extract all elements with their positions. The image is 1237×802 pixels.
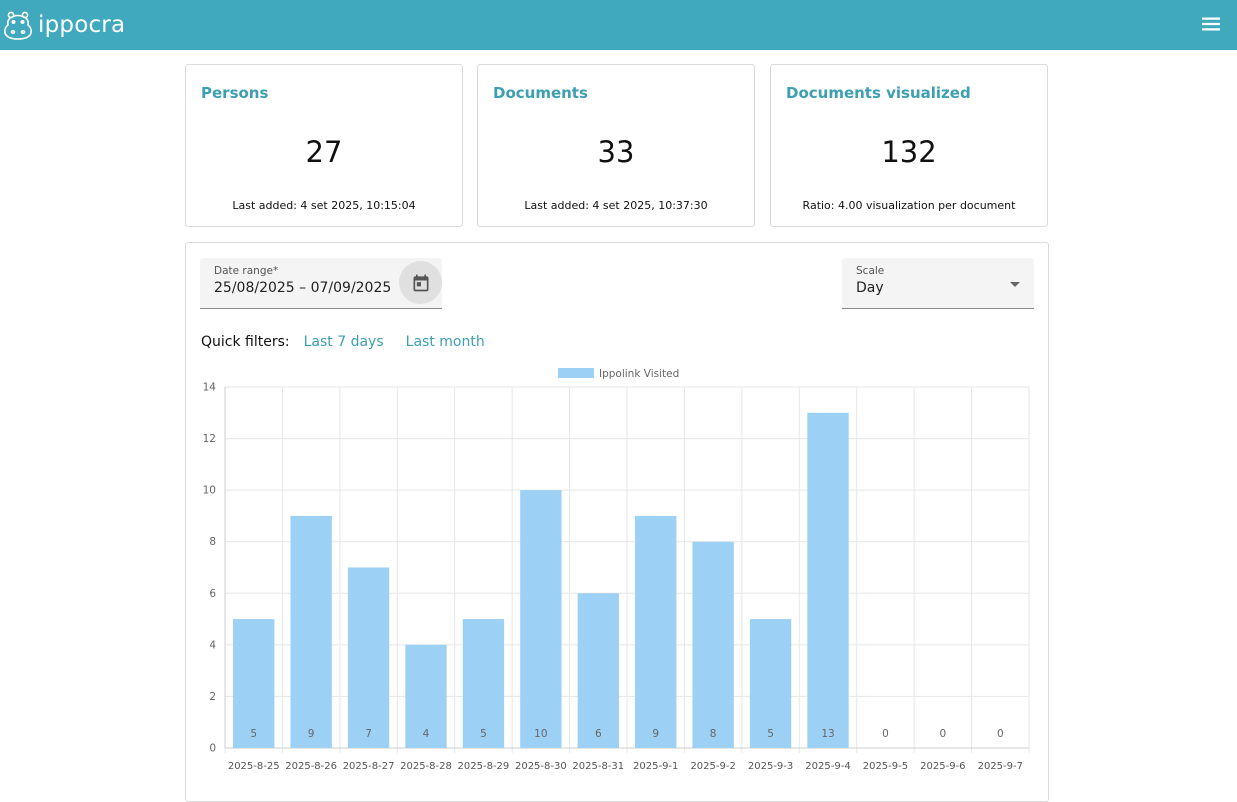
quick-filters-label: Quick filters: — [201, 334, 290, 350]
chart-bar — [577, 593, 619, 748]
y-tick-label: 6 — [209, 588, 216, 600]
bar-value-label: 0 — [940, 728, 947, 740]
stat-value: 27 — [305, 135, 343, 169]
x-tick-label: 2025-9-4 — [805, 761, 850, 772]
y-tick-label: 0 — [209, 743, 216, 755]
date-range-label: Date range* — [214, 265, 279, 277]
x-tick-label: 2025-9-7 — [978, 761, 1023, 772]
x-tick-label: 2025-8-26 — [285, 761, 337, 772]
chart-bar — [520, 490, 562, 748]
chart-bar — [347, 567, 390, 748]
app-name: ippocra — [38, 12, 126, 38]
bar-value-label: 5 — [767, 728, 774, 740]
bar-value-label: 9 — [308, 728, 315, 740]
bar-value-label: 0 — [997, 728, 1004, 740]
bar-value-label: 6 — [595, 728, 602, 740]
hippo-logo-icon — [4, 11, 32, 40]
x-tick-label: 2025-8-25 — [228, 761, 280, 772]
bar-value-label: 7 — [365, 728, 372, 740]
stat-value: 33 — [597, 135, 635, 169]
bar-value-label: 9 — [652, 728, 659, 740]
bar-value-label: 5 — [480, 728, 487, 740]
bar-value-label: 0 — [882, 728, 889, 740]
scale-select[interactable]: Scale Day — [842, 258, 1034, 309]
bar-value-label: 4 — [423, 728, 430, 740]
x-tick-label: 2025-8-29 — [458, 761, 510, 772]
scale-label: Scale — [856, 265, 885, 277]
y-tick-label: 10 — [203, 485, 216, 497]
top-app-bar: ippocra — [0, 0, 1237, 50]
x-tick-label: 2025-9-1 — [633, 761, 678, 772]
date-range-field[interactable]: Date range* 25/08/2025 – 07/09/2025 — [200, 258, 442, 309]
hamburger-menu-icon[interactable] — [1199, 12, 1223, 36]
x-tick-label: 2025-9-6 — [920, 761, 965, 772]
x-tick-label: 2025-9-3 — [748, 761, 793, 772]
stat-card-documents-visualized: Documents visualized 132 Ratio: 4.00 vis… — [770, 64, 1048, 227]
chart-bar — [692, 541, 734, 748]
stat-footer: Ratio: 4.00 visualization per document — [802, 199, 1016, 212]
y-tick-label: 4 — [209, 639, 216, 651]
stat-card-persons: Persons 27 Last added: 4 set 2025, 10:15… — [185, 64, 463, 227]
chart-card: Date range* 25/08/2025 – 07/09/2025 Scal… — [185, 242, 1049, 802]
chart-bar — [635, 515, 677, 748]
chart-bar — [405, 644, 447, 748]
bar-value-label: 10 — [534, 728, 547, 740]
brand[interactable]: ippocra — [2, 9, 125, 41]
bar-chart: Ippolink Visited 0 2 4 6 8 10 12 14 5 2025-8-25 9 20… — [203, 368, 1030, 772]
legend-label: Ippolink Visited — [599, 368, 679, 380]
date-range-input[interactable]: 25/08/2025 – 07/09/2025 — [214, 280, 392, 296]
x-tick-label: 2025-8-31 — [572, 761, 624, 772]
y-tick-label: 8 — [209, 536, 216, 548]
y-tick-label: 12 — [203, 433, 216, 445]
x-tick-label: 2025-8-27 — [343, 761, 395, 772]
chart-bar — [807, 412, 849, 748]
bar-value-label: 8 — [710, 728, 717, 740]
scale-value: Day — [856, 280, 884, 296]
quick-filter-last-7-days[interactable]: Last 7 days — [303, 334, 384, 350]
date-picker-button[interactable] — [399, 261, 442, 304]
stat-card-documents: Documents 33 Last added: 4 set 2025, 10:… — [477, 64, 755, 227]
x-tick-label: 2025-9-2 — [690, 761, 735, 772]
stat-title: Documents visualized — [786, 84, 971, 102]
y-tick-label: 2 — [209, 691, 216, 703]
bar-value-label: 13 — [821, 728, 834, 740]
stat-footer: Last added: 4 set 2025, 10:15:04 — [232, 199, 416, 212]
chevron-down-icon — [1010, 282, 1020, 287]
chart-bar — [233, 619, 275, 748]
x-tick-label: 2025-8-30 — [515, 761, 567, 772]
quick-filter-last-month[interactable]: Last month — [405, 334, 485, 350]
chart-bar — [462, 619, 505, 748]
chart-bar — [749, 619, 792, 748]
chart-bar — [290, 515, 332, 748]
stat-footer: Last added: 4 set 2025, 10:37:30 — [524, 199, 708, 212]
legend-swatch — [558, 368, 594, 378]
stat-title: Documents — [493, 84, 588, 102]
bar-value-label: 5 — [250, 728, 257, 740]
y-tick-label: 14 — [203, 382, 217, 394]
quick-filters: Quick filters: Last 7 days Last month — [201, 334, 485, 350]
stat-value: 132 — [881, 135, 937, 169]
stat-title: Persons — [201, 84, 269, 102]
x-tick-label: 2025-8-28 — [400, 761, 452, 772]
x-tick-label: 2025-9-5 — [863, 761, 908, 772]
calendar-icon — [413, 274, 428, 291]
